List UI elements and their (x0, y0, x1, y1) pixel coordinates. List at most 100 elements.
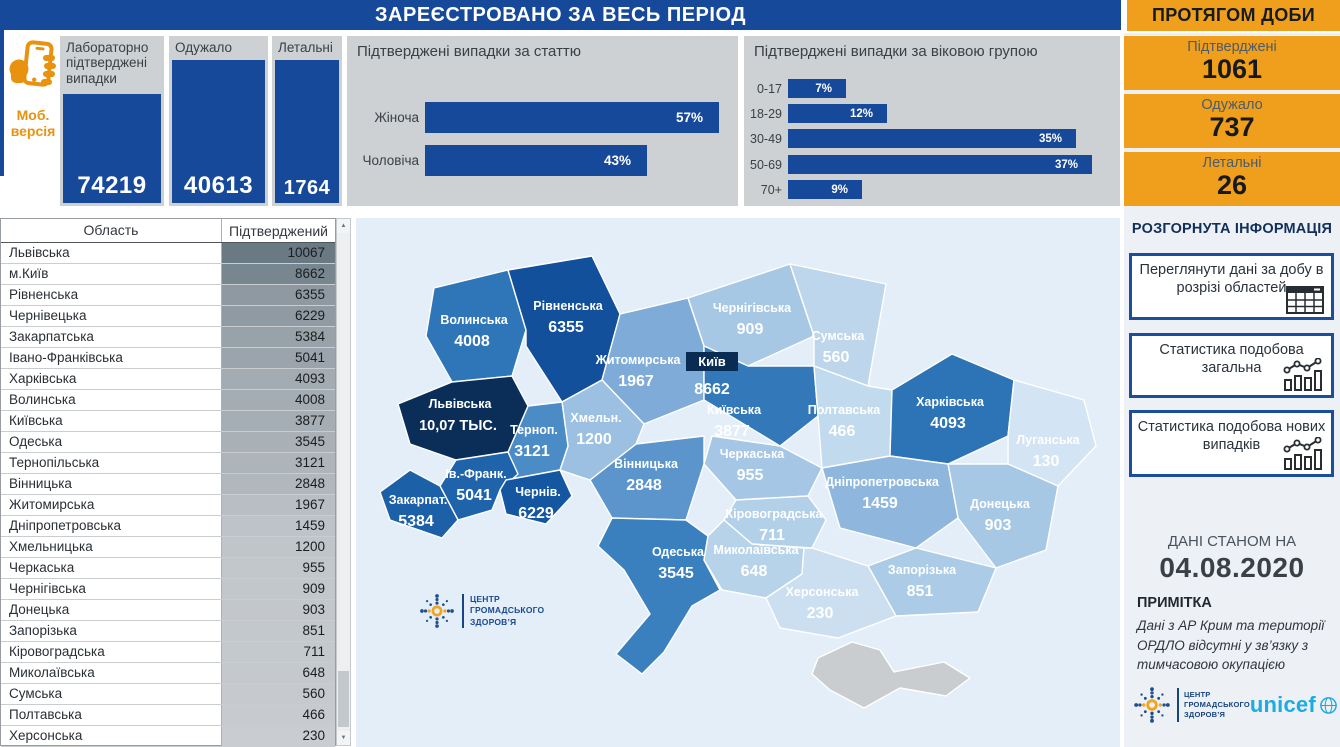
chart-bar-row: 18-29 12% (744, 104, 1120, 123)
stat-card-bar[interactable]: 74219 (63, 94, 161, 203)
map-region-odeska[interactable] (597, 517, 721, 675)
mobile-phone-icon (9, 40, 56, 87)
kyiv-city-marker[interactable]: Київ 8662 (686, 352, 738, 398)
table-row[interactable]: Полтавська 466 (1, 705, 335, 726)
map-region-donetska[interactable] (947, 463, 1059, 569)
map-region-kharkivska[interactable] (889, 353, 1015, 465)
table-row[interactable]: Донецька 903 (1, 600, 335, 621)
daily-statistics-new-cases-button[interactable]: Статистика подобова нових випадків (1129, 410, 1334, 477)
table-row[interactable]: Івано-Франківська 5041 (1, 348, 335, 369)
chart-bar[interactable]: 57% (425, 102, 719, 133)
column-header-region[interactable]: Область (1, 219, 222, 242)
table-row[interactable]: Черкаська 955 (1, 558, 335, 579)
table-row[interactable]: Закарпатська 5384 (1, 327, 335, 348)
stat-card-recovered-total: Одужало 40613 (169, 36, 268, 206)
chart-bar[interactable]: 35% (788, 129, 1076, 148)
table-row[interactable]: Кіровоградська 711 (1, 642, 335, 663)
stat-card-lethal-total: Летальні 1764 (272, 36, 342, 206)
mobile-version-link[interactable]: Моб. версія (6, 38, 60, 139)
map-region-poltavska[interactable] (813, 365, 893, 469)
table-row[interactable]: Київська 3877 (1, 411, 335, 432)
table-scrollbar[interactable]: ▲ ▼ (336, 218, 351, 746)
map-region-name: Рівненська (533, 299, 603, 313)
table-row[interactable]: Рівненська 6355 (1, 285, 335, 306)
table-cell-region: Волинська (1, 390, 222, 410)
map-region-crimea[interactable] (811, 641, 971, 709)
age-chart-title: Підтверджені випадки за віковою групою (754, 43, 1038, 60)
stat-card-bar[interactable]: 1764 (275, 60, 339, 203)
table-row[interactable]: Чернівецька 6229 (1, 306, 335, 327)
table-cell-value: 909 (222, 579, 335, 599)
scroll-thumb[interactable] (338, 671, 349, 727)
table-cell-value: 5041 (222, 348, 335, 368)
map-region-value: 1459 (862, 495, 898, 512)
table-cell-value: 2848 (222, 474, 335, 494)
chart-bar-value: 37% (1054, 158, 1078, 171)
phc-logo: ЦЕНТР ГРОМАДСЬКОГО ЗДОРОВ’Я (1132, 683, 1250, 727)
table-cell-region: Херсонська (1, 726, 222, 746)
table-cell-value: 3121 (222, 453, 335, 473)
table-cell-value: 560 (222, 684, 335, 704)
map-region-zaporizka[interactable] (867, 547, 997, 617)
table-row[interactable]: Львівська 10067 (1, 243, 335, 264)
map-region-value: 6229 (518, 505, 554, 522)
view-daily-by-region-button[interactable]: Переглянути дані за добу в розрізі облас… (1129, 253, 1334, 320)
ukraine-map: Волинська 4008 Рівненська 6355 Житомирська 19… (379, 255, 1097, 709)
stat-card-bar[interactable]: 40613 (172, 60, 265, 203)
scroll-up-arrow[interactable]: ▲ (337, 219, 350, 233)
map-region-name: Сумська (812, 329, 866, 343)
daily-card-recovered: Одужало 737 (1124, 94, 1340, 148)
chart-category-label: 0-17 (756, 81, 782, 96)
as-of-label: ДАНІ СТАНОМ НА (1167, 533, 1297, 550)
map-region-zakarpatska[interactable] (379, 469, 459, 539)
table-cell-value: 3877 (222, 411, 335, 431)
map-region-name: Миколаївська (713, 543, 799, 557)
map-region-value: 6355 (548, 319, 584, 336)
table-row[interactable]: Миколаївська 648 (1, 663, 335, 684)
table-row[interactable]: Вінницька 2848 (1, 474, 335, 495)
table-row[interactable]: Херсонська 230 (1, 726, 335, 747)
chart-bar-value: 9% (831, 183, 848, 196)
table-row[interactable]: Дніпропетровська 1459 (1, 516, 335, 537)
chart-bar-row: 50-69 37% (744, 155, 1120, 174)
chart-bar[interactable]: 12% (788, 104, 887, 123)
table-row[interactable]: Запорізька 851 (1, 621, 335, 642)
page-title: ЗАРЕЄСТРОВАНО ЗА ВЕСЬ ПЕРІОД (0, 0, 1121, 30)
table-row[interactable]: Волинська 4008 (1, 390, 335, 411)
stat-card-title: Лабораторно підтверджені випадки (66, 40, 149, 86)
table-cell-value: 903 (222, 600, 335, 620)
daily-statistics-total-button[interactable]: Статистика подобова загальна (1129, 333, 1334, 398)
chart-bar[interactable]: 9% (788, 180, 862, 199)
note-text: Дані з АР Крим та території ОРДЛО відсут… (1137, 618, 1325, 673)
table-cell-region: Сумська (1, 684, 222, 704)
table-row[interactable]: Хмельницька 1200 (1, 537, 335, 558)
map-region-chernivetska[interactable] (499, 469, 573, 525)
table-row[interactable]: Житомирська 1967 (1, 495, 335, 516)
daily-card-value: 1061 (1201, 54, 1263, 84)
chart-bar[interactable]: 7% (788, 79, 846, 98)
table-row[interactable]: м.Київ 8662 (1, 264, 335, 285)
map-region-name: Чернів. (515, 485, 561, 499)
stat-card-title: Летальні (278, 40, 333, 55)
scroll-down-arrow[interactable]: ▼ (337, 731, 350, 745)
table-row[interactable]: Харківська 4093 (1, 369, 335, 390)
phc-logo-text: ЗДОРОВ’Я (470, 616, 517, 627)
table-body: Львівська 10067 м.Київ 8662 Рівненська 6355 Че… (1, 243, 335, 747)
table-row[interactable]: Тернопільська 3121 (1, 453, 335, 474)
table-row[interactable]: Сумська 560 (1, 684, 335, 705)
table-cell-region: Миколаївська (1, 663, 222, 683)
column-header-confirmed[interactable]: Підтверджений (229, 222, 328, 239)
chart-bar[interactable]: 43% (425, 145, 647, 176)
map-region-value: 909 (737, 321, 764, 338)
chart-bar[interactable]: 37% (788, 155, 1092, 174)
table-row[interactable]: Чернігівська 909 (1, 579, 335, 600)
map-region-khersonska[interactable] (765, 547, 897, 639)
table-cell-region: Рівненська (1, 285, 222, 305)
chart-bar-value: 57% (675, 110, 703, 125)
chart-category-label: 50-69 (750, 157, 782, 172)
map-region-chernihivska[interactable] (687, 263, 815, 367)
phc-logo-text: ГРОМАДСЬКОГО (1184, 699, 1250, 709)
stat-card-title: Одужало (175, 40, 233, 55)
map-region-value: 3545 (658, 565, 694, 582)
table-row[interactable]: Одеська 3545 (1, 432, 335, 453)
